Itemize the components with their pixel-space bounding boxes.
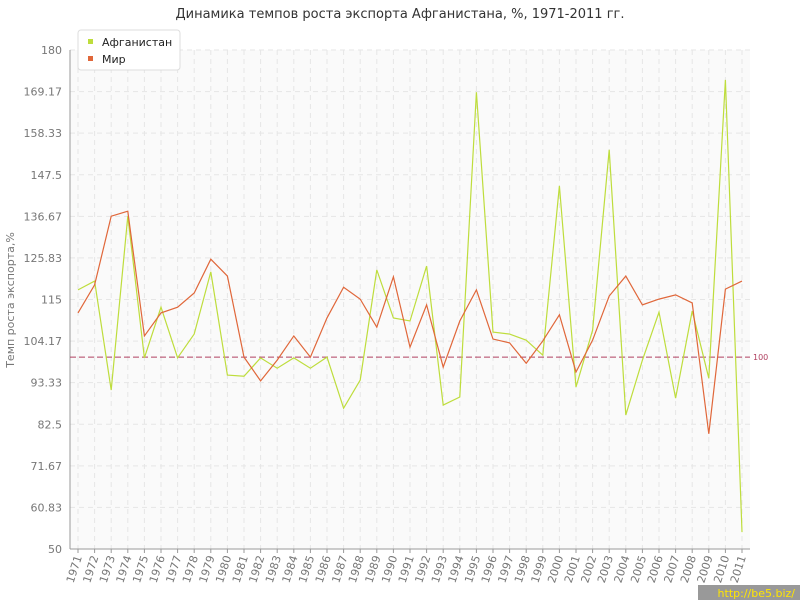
chart-title: Динамика темпов роста экспорта Афганиста… [175,7,624,22]
y-tick-label: 82.5 [38,418,63,431]
y-tick-label: 60.83 [31,501,63,514]
watermark: http://be5.biz/ [718,587,796,600]
legend-label: Афганистан [102,36,172,49]
y-tick-label: 158.33 [24,127,63,140]
y-tick-label: 169.17 [24,86,63,99]
y-tick-label: 104.17 [24,335,63,348]
y-tick-label: 50 [48,543,62,556]
y-tick-label: 136.67 [24,210,63,223]
y-tick-label: 180 [41,44,62,57]
legend-label: Мир [102,53,126,66]
legend-swatch [88,56,93,61]
series-line [77,210,743,434]
legend-box [77,29,181,71]
y-tick-label: 71.67 [31,460,63,473]
y-tick-label: 147.5 [31,169,63,182]
y-tick-label: 115 [41,294,62,307]
y-tick-label: 93.33 [31,377,63,390]
y-axis-label: Темп роста экспорта,% [4,232,17,369]
legend-swatch [88,39,93,44]
series-line [77,79,743,533]
y-tick-label: 125.83 [24,252,63,265]
watermark-bg [698,585,800,600]
reference-label: 100 [753,353,768,362]
